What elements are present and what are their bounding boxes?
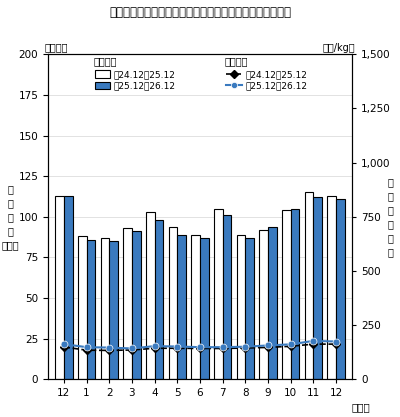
Bar <box>123 228 132 379</box>
Bar <box>291 208 299 379</box>
Bar <box>86 240 95 379</box>
Text: と畜頭数: と畜頭数 <box>94 56 117 66</box>
Bar <box>177 235 186 379</box>
Bar <box>305 193 314 379</box>
Bar <box>314 197 322 379</box>
Bar <box>155 220 163 379</box>
Text: （月）: （月） <box>352 402 371 412</box>
Bar <box>101 238 109 379</box>
Text: （円/kg）: （円/kg） <box>322 43 355 53</box>
Bar <box>109 241 118 379</box>
Bar <box>55 196 64 379</box>
Bar <box>191 235 200 379</box>
Bar <box>200 238 209 379</box>
Bar <box>64 196 72 379</box>
Legend: 刲24.12～25.12, 刲25.12～26.12: 刲24.12～25.12, 刲25.12～26.12 <box>226 70 308 91</box>
Bar <box>132 231 140 379</box>
Bar <box>336 199 345 379</box>
Text: 卸売価格: 卸売価格 <box>224 56 248 66</box>
Bar <box>214 208 223 379</box>
Bar <box>223 215 231 379</box>
Bar <box>245 238 254 379</box>
Text: 図２　成牛と畜頭数及び卸売価格（省令）の推移（全国）: 図２ 成牛と畜頭数及び卸売価格（省令）の推移（全国） <box>109 6 291 19</box>
Bar <box>146 212 155 379</box>
Bar <box>282 210 291 379</box>
Bar <box>78 236 86 379</box>
Bar <box>260 230 268 379</box>
Bar <box>268 226 277 379</box>
Bar <box>237 235 245 379</box>
Text: （
卸
売
価
格
）: （ 卸 売 価 格 ） <box>387 177 393 257</box>
Text: と
畜
頭
数
（　）: と 畜 頭 数 （ ） <box>1 184 19 250</box>
Bar <box>328 196 336 379</box>
Bar <box>169 226 177 379</box>
Text: （千頭）: （千頭） <box>45 43 68 53</box>
